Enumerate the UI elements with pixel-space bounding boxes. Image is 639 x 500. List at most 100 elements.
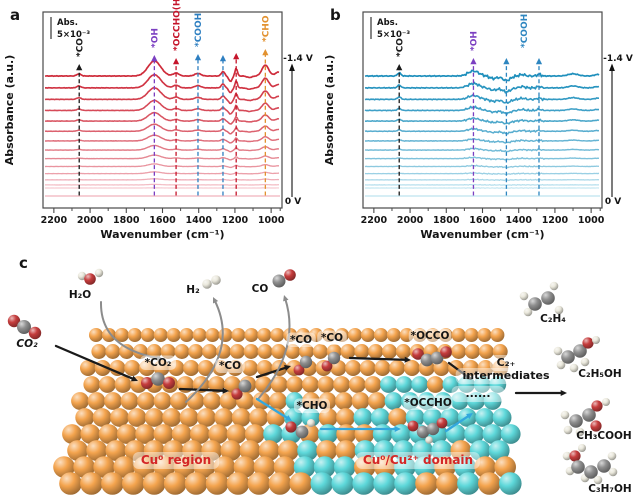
atom-O — [293, 364, 305, 376]
atom-H — [202, 279, 212, 289]
panel-letter: b — [330, 6, 341, 24]
co-dimerization-arrow — [348, 356, 411, 363]
occho-to-intermediates-arrow — [444, 413, 473, 433]
molecule-label-occo: *OCCO — [411, 330, 450, 342]
x-tick-label: 1400 — [505, 215, 532, 226]
label-glow — [215, 358, 245, 373]
spectrum-curve — [44, 163, 280, 169]
label-glow — [293, 398, 331, 413]
molecule-label-c3h7oh: C₃H₇OH — [588, 483, 631, 495]
molecule-ch3cooh — [560, 398, 610, 437]
atom-H — [607, 451, 617, 461]
atom-H — [549, 281, 559, 291]
x-tick-label: 1600 — [149, 215, 176, 226]
atom-O — [321, 360, 333, 372]
molecule-label-co-ads: *CO — [219, 360, 241, 372]
co-migration-arrow — [255, 365, 291, 379]
x-axis-title: Wavenumber (cm⁻¹) — [420, 228, 544, 241]
spectrum-curve — [364, 172, 600, 176]
x-tick-label: 1200 — [542, 215, 569, 226]
x-tick-label: 1800 — [113, 215, 140, 226]
atom-O — [285, 421, 297, 433]
co-to-cho-arrow — [255, 397, 292, 421]
peak-marker-arrowhead — [233, 53, 240, 60]
molecule-label-co2-ads: *CO₂ — [145, 357, 172, 369]
atom-C — [541, 291, 555, 305]
atom-O — [141, 377, 153, 389]
panel-letter: a — [10, 6, 20, 24]
x-tick-label: 1200 — [222, 215, 249, 226]
spectrum-curve — [364, 164, 600, 169]
peak-label: *CO — [395, 38, 405, 57]
spectrum-curve — [364, 147, 600, 153]
atom-H — [556, 360, 566, 370]
atom-C — [17, 320, 31, 334]
atom-C — [420, 353, 434, 367]
atom-O — [569, 450, 581, 462]
peak-marker-arrowhead — [503, 58, 510, 65]
spectrum-curve — [44, 123, 280, 135]
atom-H — [563, 425, 573, 435]
spectrum-curve — [44, 87, 280, 105]
peak-marker-arrowhead — [76, 64, 83, 71]
molecule-co-ads — [231, 379, 252, 400]
peak-label: *COOH — [520, 14, 530, 48]
peak-marker-arrowhead — [470, 58, 477, 65]
y-axis-title: Absorbance (a.u.) — [323, 55, 336, 166]
atom-H — [77, 271, 87, 281]
label-glow — [356, 452, 480, 469]
atom-O — [440, 346, 452, 358]
atom-O — [407, 420, 419, 432]
molecule-label-c2h5oh: C₂H₅OH — [578, 368, 621, 380]
atom-O — [28, 326, 42, 340]
x-tick-label: 2200 — [41, 215, 68, 226]
molecule-label-h2-gas: H₂ — [186, 284, 200, 296]
atom-H — [554, 305, 564, 315]
c2plus-label: C₂₊ — [497, 356, 516, 369]
label-glow — [455, 368, 557, 384]
x-tick-label: 1400 — [185, 215, 212, 226]
molecule-co-pair-1 — [293, 355, 313, 376]
peak-marker-arrowhead — [396, 64, 403, 71]
molecule-label-cho: *CHO — [297, 400, 328, 412]
molecule-label-co2-gas: CO₂ — [16, 338, 38, 350]
molecule-label-co-pair-2: *CO — [321, 332, 343, 344]
atom-C — [569, 414, 583, 428]
x-tick-label: 1600 — [469, 215, 496, 226]
label-glow — [403, 395, 453, 410]
atom-H — [608, 467, 618, 477]
spectrum-curve — [364, 156, 600, 161]
molecule-label-co-pair-1: *CO — [290, 334, 312, 346]
molecule-c2h5oh — [553, 336, 600, 373]
molecule-occo — [412, 346, 452, 367]
molecule-co-pair-2 — [321, 351, 341, 372]
spectrum-curve — [44, 134, 280, 144]
spectrum-curve — [364, 183, 600, 186]
atom-O — [591, 400, 603, 412]
atom-O — [7, 314, 21, 328]
atom-H — [211, 275, 221, 285]
scale-bar-label-2: 5×10⁻³ — [57, 30, 90, 40]
label-glow — [317, 330, 347, 345]
peak-label: *OH — [470, 31, 480, 51]
spectrum-curve — [44, 60, 280, 83]
panel-c-label: c — [19, 254, 28, 272]
atom-O — [590, 420, 602, 432]
voltage-bottom-label: 0 V — [605, 197, 621, 207]
spectrum-curve — [364, 137, 600, 144]
atom-O — [84, 273, 96, 285]
molecule-label-co-gas: CO — [252, 283, 269, 295]
cu-lattice — [53, 328, 522, 495]
occo-to-intermediates-arrow — [447, 361, 472, 380]
intermediates-dots: ...... — [465, 387, 490, 400]
voltage-arrowhead — [289, 63, 295, 71]
molecule-h2-gas — [202, 275, 221, 289]
cho-to-occho-arrow — [319, 426, 401, 432]
molecule-c3h7oh — [562, 444, 618, 485]
molecule-co2-gas — [7, 314, 42, 340]
molecule-co2-ads — [141, 372, 175, 389]
spectrum-curve — [364, 117, 600, 125]
atom-H — [578, 444, 586, 452]
spectrum-curve — [44, 73, 280, 94]
peak-label: *COOH — [194, 13, 204, 47]
